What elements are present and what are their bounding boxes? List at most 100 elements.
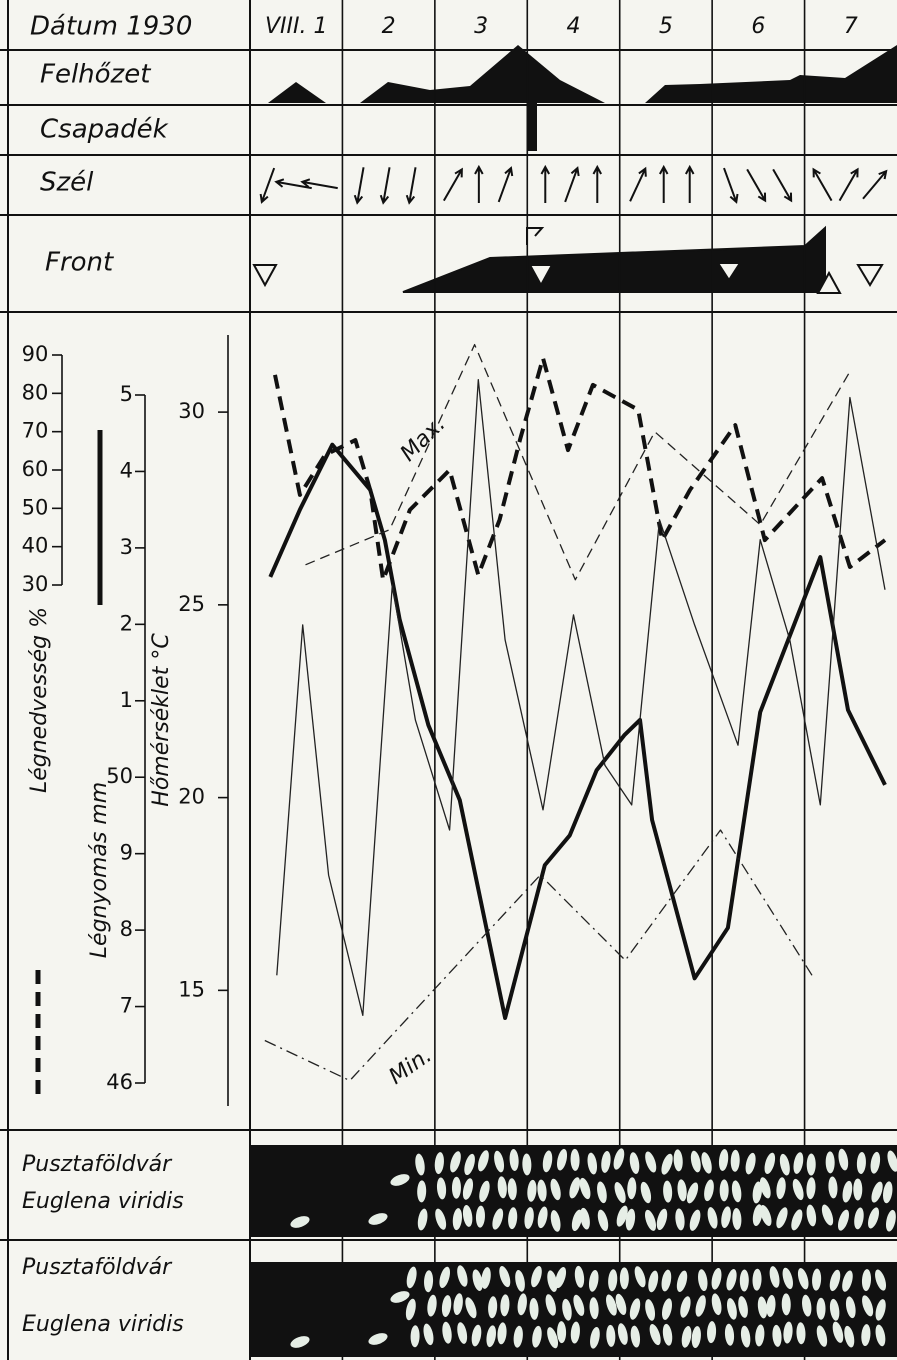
cell xyxy=(776,1207,788,1229)
wind-arrow xyxy=(592,164,602,203)
cell xyxy=(436,1177,447,1200)
cell xyxy=(797,1268,809,1290)
panel-species: Euglena viridis xyxy=(22,1312,184,1337)
cell xyxy=(726,1269,737,1291)
cell xyxy=(587,1152,598,1175)
cell xyxy=(828,1176,838,1199)
y-tick-label: 90 xyxy=(22,342,49,366)
cell xyxy=(719,1179,729,1202)
cell xyxy=(574,1265,585,1288)
cell xyxy=(812,1268,822,1291)
panel-place: Pusztaföldvár xyxy=(22,1255,173,1280)
y-tick-label: 50 xyxy=(22,495,49,519)
cell xyxy=(531,1266,542,1288)
panel-place: Pusztaföldvár xyxy=(22,1152,173,1177)
y-tick-label: 9 xyxy=(120,841,133,865)
y-tick-label: 60 xyxy=(22,457,49,481)
date-label: Dátum 1930 xyxy=(30,12,192,42)
cell xyxy=(390,1174,410,1186)
day-label: 7 xyxy=(844,14,858,39)
y-tick-label: 40 xyxy=(22,534,49,558)
cell xyxy=(601,1151,611,1173)
cell xyxy=(661,1298,672,1320)
cell xyxy=(649,1324,661,1346)
cell xyxy=(711,1293,722,1316)
cell xyxy=(759,1177,771,1199)
cell xyxy=(499,1266,511,1288)
series-line xyxy=(305,343,851,581)
cell xyxy=(494,1150,505,1173)
cell xyxy=(515,1270,525,1292)
cell xyxy=(640,1181,652,1204)
cell xyxy=(452,1208,462,1231)
cell xyxy=(645,1299,656,1321)
cell xyxy=(509,1149,519,1171)
y-tick-label: 4 xyxy=(120,458,133,482)
cell xyxy=(423,1323,434,1346)
cell xyxy=(629,1298,641,1320)
y-tick-label: 7 xyxy=(120,994,133,1018)
cell xyxy=(532,1325,542,1348)
cell xyxy=(457,1265,468,1287)
cell xyxy=(887,1150,897,1172)
cell xyxy=(662,1323,673,1346)
cell xyxy=(479,1180,490,1203)
y-tick-label: 25 xyxy=(178,592,205,616)
cell xyxy=(571,1209,583,1232)
cell xyxy=(757,1296,768,1319)
cell xyxy=(844,1325,855,1348)
cell xyxy=(524,1207,534,1229)
cell xyxy=(752,1181,762,1204)
cell xyxy=(698,1269,708,1292)
cell xyxy=(537,1179,547,1202)
cell xyxy=(868,1207,879,1229)
cell xyxy=(721,1206,731,1229)
day-label: 6 xyxy=(751,14,765,39)
cell xyxy=(769,1266,780,1288)
cell xyxy=(616,1205,628,1227)
cell xyxy=(676,1270,688,1292)
cell xyxy=(451,1176,461,1199)
cell xyxy=(730,1149,740,1172)
cell xyxy=(690,1150,701,1173)
cell xyxy=(478,1150,489,1172)
cell xyxy=(731,1180,742,1203)
cell xyxy=(806,1153,816,1176)
cell xyxy=(450,1151,461,1173)
cell xyxy=(816,1297,826,1320)
cell xyxy=(673,1149,683,1172)
cell xyxy=(875,1299,886,1321)
cell xyxy=(691,1326,701,1349)
cell xyxy=(508,1207,518,1230)
cell xyxy=(573,1294,585,1316)
cell xyxy=(537,1206,548,1229)
cell xyxy=(707,1321,717,1344)
cell xyxy=(475,1205,485,1228)
cell xyxy=(427,1294,437,1317)
organism-panels: Pusztaföldvár Euglena viridis Pusztaföldvá… xyxy=(22,1145,897,1357)
cell xyxy=(779,1153,790,1176)
grid: VIII. 1 2 3 4 5 6 7 xyxy=(265,0,858,1360)
wind-arrow xyxy=(442,167,463,202)
cell xyxy=(462,1178,474,1200)
cell xyxy=(439,1266,450,1289)
day-label: 2 xyxy=(382,14,396,39)
cell xyxy=(617,1323,628,1345)
cell xyxy=(557,1321,567,1344)
cell xyxy=(608,1269,618,1292)
cell xyxy=(781,1293,791,1316)
cell xyxy=(562,1298,572,1321)
wind-arrow xyxy=(540,164,550,203)
wind-arrow xyxy=(564,166,580,203)
series-line xyxy=(273,356,887,582)
cell xyxy=(442,1321,452,1344)
cell xyxy=(832,1321,844,1343)
cell xyxy=(791,1209,803,1231)
cell xyxy=(752,1204,763,1226)
cell xyxy=(661,1269,672,1292)
cell xyxy=(875,1324,886,1347)
wind-arrow xyxy=(862,169,888,200)
cell xyxy=(677,1179,687,1202)
cell xyxy=(806,1204,817,1227)
